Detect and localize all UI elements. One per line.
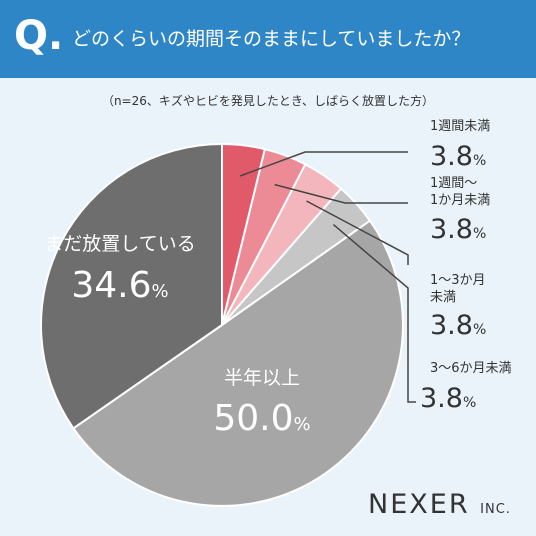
slice-label: 半年以上 [224, 367, 300, 389]
slice-value: 50.0% [213, 398, 310, 439]
q-mark: Q. [14, 13, 64, 59]
pie-slice [40, 142, 223, 430]
logo-name: NEXER [368, 489, 470, 520]
slice-value: 3.8% [420, 383, 476, 414]
callout-line [274, 183, 408, 204]
slice-label: 未満 [430, 290, 456, 305]
slice-label: 1〜3か月 [430, 273, 486, 288]
slice-value: 3.8% [430, 310, 486, 341]
nexer-logo: NEXER INC. [368, 489, 511, 520]
slice-label: 3〜6か月未満 [430, 361, 512, 376]
slice-value: 3.8% [430, 141, 486, 172]
callout-line [239, 151, 408, 177]
slice-label: 1週間〜 [430, 176, 477, 191]
slice-label: 1週間未満 [430, 119, 490, 134]
slice-value: 34.6% [71, 265, 168, 306]
pie-slice [71, 219, 404, 507]
callout-line [332, 224, 416, 403]
question-text: どのくらいの期間そのままにしていましたか？ [72, 28, 471, 50]
slice-label: 1か月未満 [430, 193, 490, 208]
chart-subtitle: （n=26、キズやヒビを発見したとき、しばらく放置した方） [101, 94, 435, 108]
slice-label: まだ放置している [44, 233, 195, 255]
slice-value: 3.8% [430, 214, 486, 245]
callout-line [306, 200, 409, 265]
logo-suffix: INC. [480, 502, 511, 517]
question-header: Q. どのくらいの期間そのままにしていましたか？ [0, 0, 536, 78]
